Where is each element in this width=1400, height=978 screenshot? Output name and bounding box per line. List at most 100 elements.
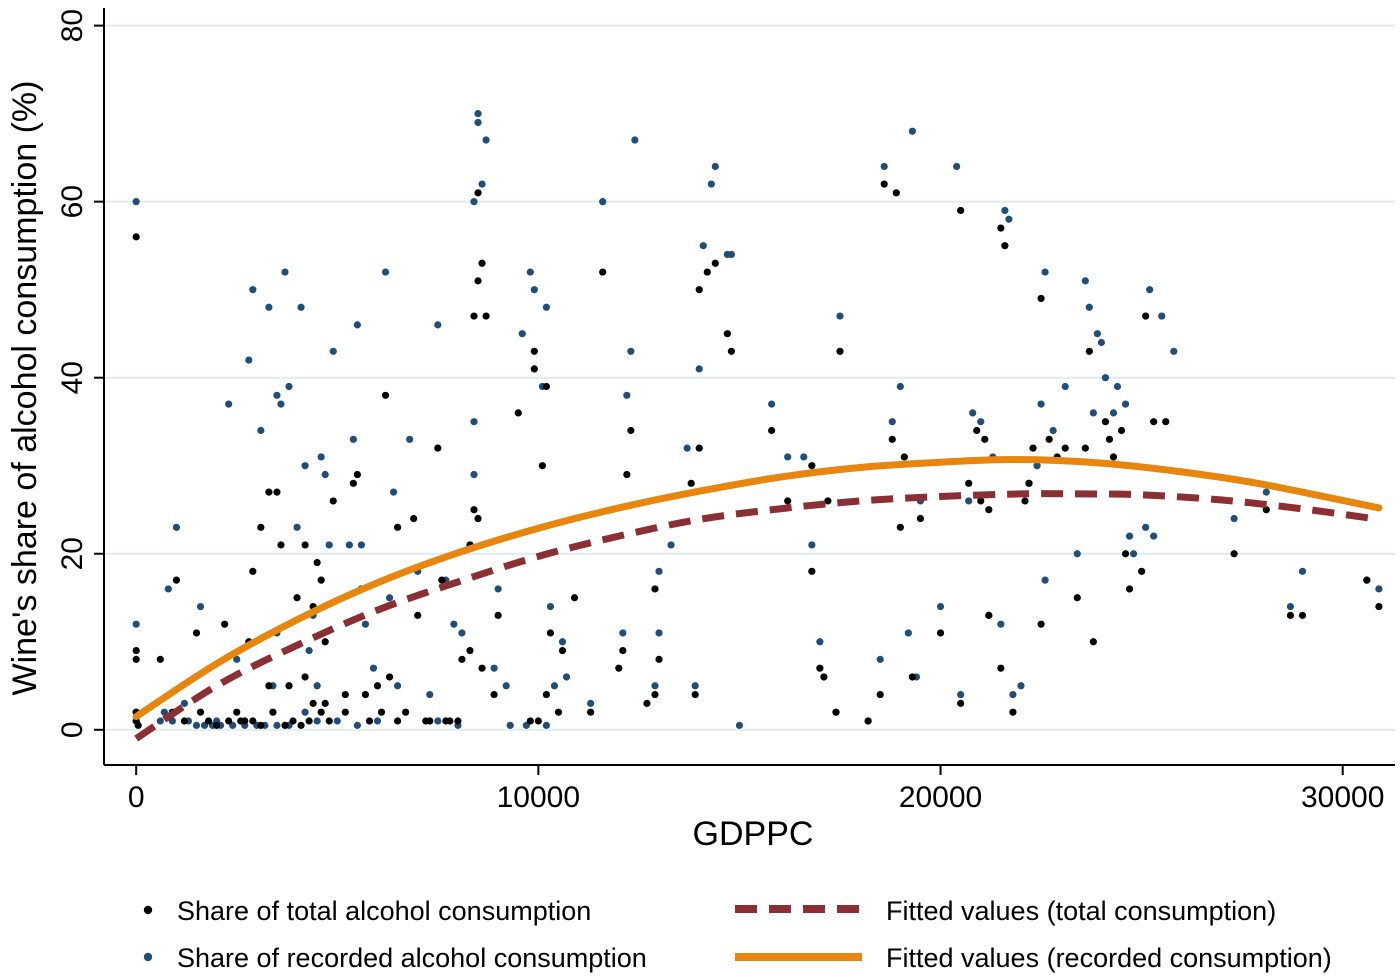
total-point — [297, 721, 305, 729]
recorded-point — [317, 453, 325, 461]
recorded-point — [619, 629, 627, 637]
total-point — [341, 690, 349, 699]
recorded-point — [1121, 400, 1130, 408]
recorded-point — [711, 162, 719, 171]
data-points — [132, 110, 1383, 729]
total-point — [313, 558, 321, 567]
total-point — [816, 664, 824, 672]
recorded-point — [699, 242, 707, 250]
recorded-point — [1142, 523, 1150, 531]
recorded-point — [1001, 206, 1009, 215]
recorded-point — [1041, 576, 1049, 584]
legend: Share of total alcohol consumption Fitte… — [143, 896, 1332, 973]
recorded-point — [313, 682, 321, 690]
total-point — [321, 638, 329, 646]
recorded-point — [393, 682, 402, 690]
recorded-point — [526, 268, 534, 276]
total-point — [410, 514, 418, 523]
total-point — [309, 699, 317, 707]
recorded-point — [599, 198, 607, 206]
legend-label-fitted-recorded: Fitted values (recorded consumption) — [886, 943, 1332, 973]
total-point — [329, 497, 337, 505]
total-point — [301, 541, 309, 549]
fitted-lines — [132, 456, 1383, 742]
total-point — [285, 682, 293, 690]
tick-marks: 0 20 40 60 80 0 10000 20000 30000 — [56, 9, 1384, 814]
total-point — [623, 470, 631, 479]
total-point — [643, 699, 651, 707]
recorded-point — [1005, 215, 1013, 223]
recorded-point — [353, 321, 361, 329]
total-point — [1138, 567, 1146, 575]
total-point — [526, 717, 534, 725]
recorded-point — [683, 444, 691, 452]
x-tick-label: 10000 — [497, 781, 580, 814]
total-point — [1230, 550, 1238, 558]
recorded-point — [965, 497, 973, 505]
recorded-point — [164, 585, 172, 593]
total-point — [985, 506, 993, 514]
recorded-point — [651, 682, 659, 690]
recorded-point — [1037, 400, 1045, 408]
recorded-point — [285, 382, 293, 391]
total-point — [434, 444, 442, 452]
total-point — [615, 664, 623, 672]
recorded-point — [953, 162, 961, 171]
total-point — [365, 717, 374, 725]
total-point — [393, 717, 402, 725]
x-tick-label: 20000 — [899, 781, 982, 814]
x-tick-label: 0 — [128, 781, 145, 814]
total-point — [377, 708, 386, 716]
y-tick-label: 60 — [56, 185, 89, 218]
recorded-point — [333, 717, 341, 725]
total-point — [385, 673, 394, 681]
total-point — [542, 382, 550, 391]
y-tick-label: 0 — [56, 721, 89, 738]
recorded-point — [542, 721, 550, 729]
total-point — [221, 620, 229, 628]
recorded-point — [1097, 338, 1106, 347]
total-point — [438, 576, 446, 584]
total-point — [832, 708, 840, 716]
total-point — [808, 567, 816, 575]
total-point — [1073, 594, 1081, 602]
recorded-point — [406, 435, 414, 443]
recorded-point — [277, 400, 285, 408]
legend-marker-total — [143, 905, 153, 915]
recorded-point — [281, 268, 289, 276]
total-point — [1009, 708, 1017, 716]
total-point — [1001, 242, 1009, 250]
total-point — [1162, 418, 1170, 426]
total-point — [321, 699, 329, 707]
total-point — [977, 497, 985, 505]
total-point — [1363, 576, 1371, 584]
total-point — [530, 365, 538, 373]
recorded-point — [631, 136, 639, 144]
recorded-point — [808, 541, 816, 549]
total-point — [554, 708, 563, 716]
recorded-point — [1093, 330, 1101, 338]
recorded-point — [957, 690, 965, 699]
total-point — [703, 268, 711, 276]
recorded-point — [1109, 409, 1118, 417]
total-point — [599, 268, 607, 276]
total-point — [1298, 611, 1307, 619]
total-point — [900, 453, 908, 461]
recorded-point — [1081, 277, 1089, 285]
total-point — [132, 655, 140, 663]
total-point — [896, 523, 904, 531]
recorded-point — [655, 629, 663, 637]
recorded-point — [301, 708, 309, 716]
total-point — [305, 717, 313, 725]
total-point — [687, 479, 695, 487]
recorded-point — [132, 620, 140, 628]
total-point — [301, 673, 309, 681]
recorded-point — [1113, 382, 1122, 391]
total-point — [651, 690, 659, 699]
total-point — [1061, 444, 1069, 452]
total-point — [808, 462, 816, 470]
total-point — [265, 682, 273, 690]
recorded-point — [305, 646, 313, 655]
total-point — [1286, 611, 1295, 619]
recorded-point — [353, 721, 361, 729]
